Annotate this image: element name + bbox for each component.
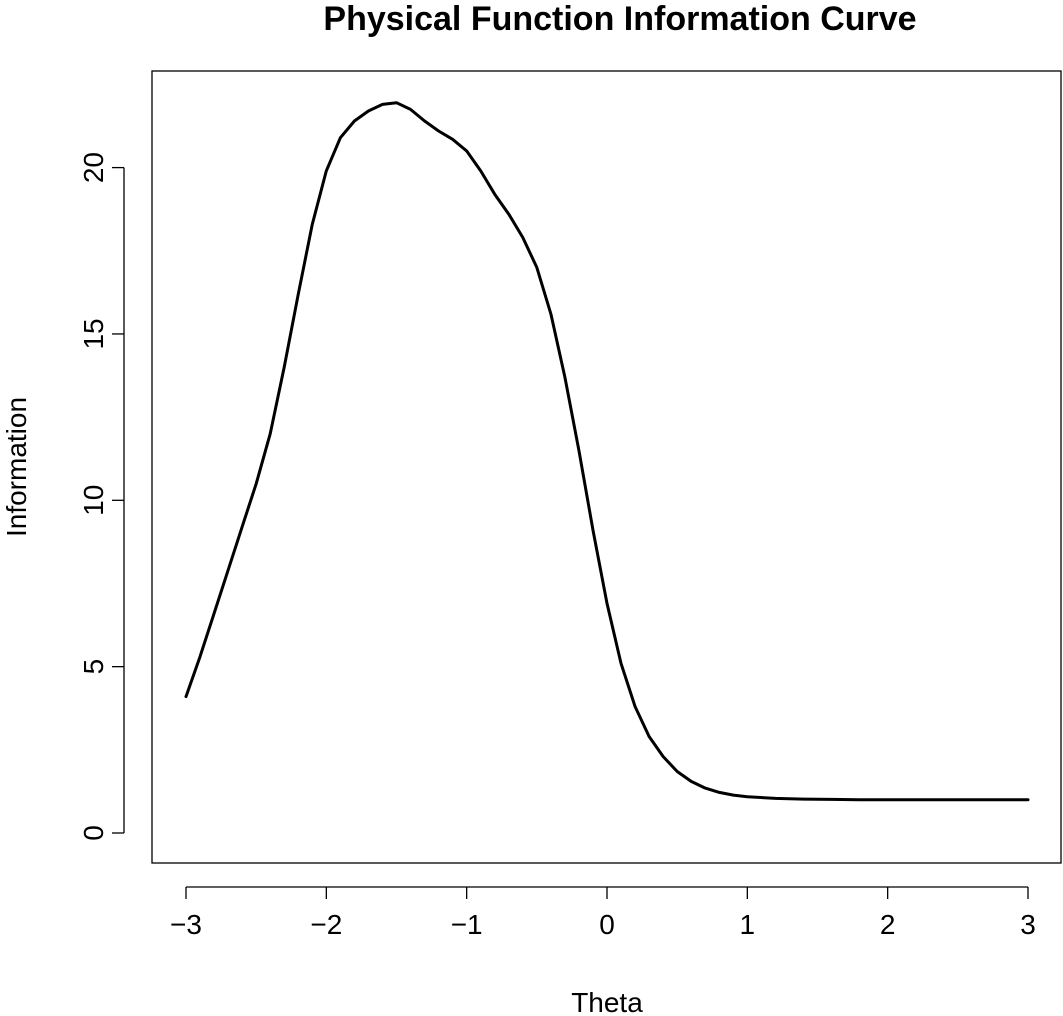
x-axis: −3 −2 −1 0 1 2 3 [170,886,1036,940]
x-tick-label: −1 [451,909,483,940]
information-curve-line [184,101,1030,802]
y-tick-label: 15 [78,318,109,349]
plot-frame [151,70,1062,864]
x-tick-label: 2 [880,909,896,940]
y-tick-label: 10 [78,485,109,516]
x-tick-label: 3 [1020,909,1036,940]
y-tick-label: 0 [78,825,109,841]
y-axis: 0 5 10 15 20 [78,152,125,841]
y-tick-label: 20 [78,152,109,183]
x-tick-label: 0 [599,909,615,940]
x-axis-label: Theta [571,987,643,1016]
y-axis-label: Information [1,397,32,537]
x-tick-label: −3 [170,909,202,940]
chart-title: Physical Function Information Curve [323,0,916,38]
x-tick-label: 1 [740,909,756,940]
y-tick-label: 5 [78,659,109,675]
x-tick-label: −2 [310,909,342,940]
